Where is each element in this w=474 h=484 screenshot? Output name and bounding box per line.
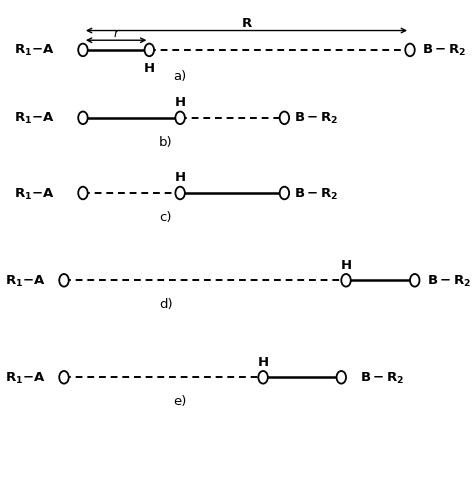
Ellipse shape: [405, 45, 415, 57]
Ellipse shape: [280, 112, 289, 125]
Ellipse shape: [145, 45, 154, 57]
Text: $\mathbf{B-R_2}$: $\mathbf{B-R_2}$: [427, 273, 471, 288]
Ellipse shape: [337, 371, 346, 384]
Text: $\mathbf{R_1}$$\mathbf{-A}$: $\mathbf{R_1}$$\mathbf{-A}$: [5, 370, 45, 385]
Text: $\mathbf{B-R_2}$: $\mathbf{B-R_2}$: [360, 370, 404, 385]
Ellipse shape: [78, 112, 88, 125]
Ellipse shape: [175, 187, 185, 200]
Text: H: H: [340, 258, 352, 271]
Ellipse shape: [78, 187, 88, 200]
Ellipse shape: [280, 187, 289, 200]
Ellipse shape: [258, 371, 268, 384]
Text: H: H: [174, 96, 186, 109]
Text: e): e): [173, 394, 187, 408]
Text: $\mathbf{B-R_2}$: $\mathbf{B-R_2}$: [422, 43, 466, 59]
Ellipse shape: [59, 274, 69, 287]
Text: $\mathbf{B-R_2}$: $\mathbf{B-R_2}$: [294, 186, 338, 201]
Ellipse shape: [59, 371, 69, 384]
Ellipse shape: [410, 274, 419, 287]
Text: $\mathbf{R_1}$$\mathbf{-A}$: $\mathbf{R_1}$$\mathbf{-A}$: [14, 43, 55, 59]
Ellipse shape: [341, 274, 351, 287]
Text: H: H: [257, 355, 269, 368]
Text: $\mathbf{R_1}$$\mathbf{-A}$: $\mathbf{R_1}$$\mathbf{-A}$: [5, 273, 45, 288]
Text: H: H: [174, 171, 186, 184]
Text: b): b): [159, 136, 173, 149]
Ellipse shape: [78, 45, 88, 57]
Text: a): a): [173, 70, 187, 83]
Text: c): c): [160, 211, 172, 224]
Text: $\mathbf{B-R_2}$: $\mathbf{B-R_2}$: [294, 111, 338, 126]
Text: $\mathbf{R_1}$$\mathbf{-A}$: $\mathbf{R_1}$$\mathbf{-A}$: [14, 186, 55, 201]
Text: H: H: [144, 62, 155, 75]
Ellipse shape: [175, 112, 185, 125]
Text: d): d): [159, 298, 173, 311]
Text: R: R: [241, 16, 252, 30]
Text: r: r: [114, 27, 118, 40]
Text: $\mathbf{R_1}$$\mathbf{-A}$: $\mathbf{R_1}$$\mathbf{-A}$: [14, 111, 55, 126]
